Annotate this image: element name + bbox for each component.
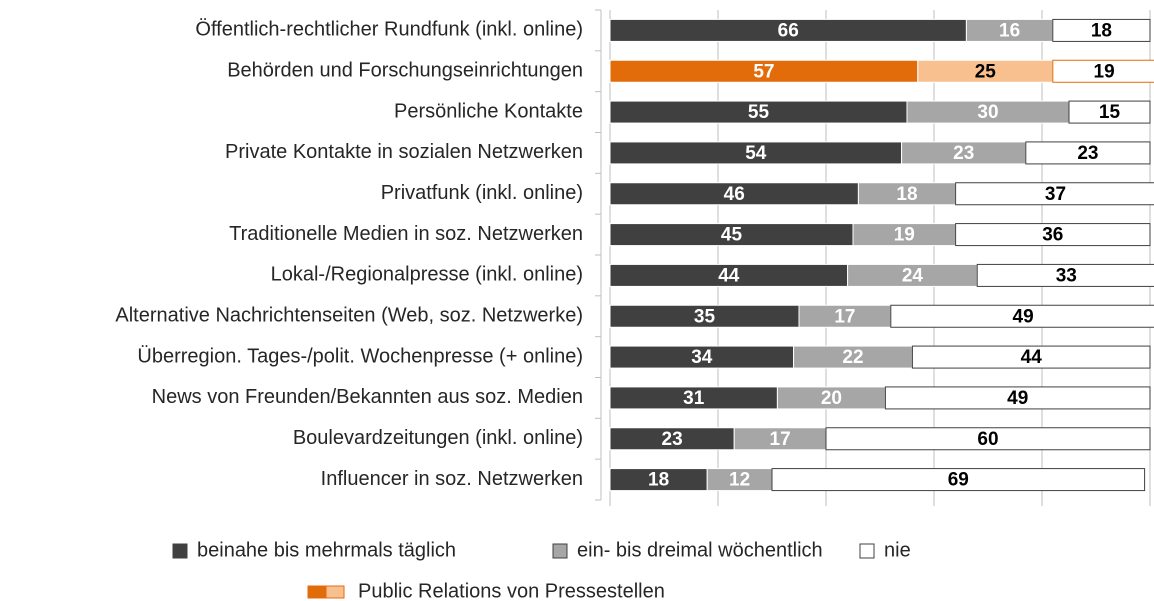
value-label: 23 [953, 143, 974, 164]
value-label: 57 [753, 61, 774, 82]
legend-label: ein- bis dreimal wöchentlich [577, 539, 823, 561]
bar-segment [1068, 100, 1151, 124]
bar-segment [1052, 59, 1154, 83]
legend-swatch [325, 585, 345, 599]
value-label: 31 [683, 388, 705, 409]
value-label: 18 [896, 184, 917, 205]
category-label: Boulevardzeitungen (inkl. online) [293, 427, 583, 449]
bar-segment [976, 263, 1154, 287]
value-label: 35 [694, 306, 716, 327]
bar-segment [884, 386, 1151, 410]
category-label: Überregion. Tages-/polit. Wochenpresse (… [137, 345, 583, 367]
value-label: 17 [770, 429, 791, 450]
value-label: 49 [1013, 306, 1034, 327]
bar-segment [1052, 18, 1151, 42]
value-label: 30 [977, 102, 998, 123]
category-label: Influencer in soz. Netzwerken [321, 468, 583, 490]
value-label: 16 [999, 20, 1020, 41]
category-label: Privatfunk (inkl. online) [381, 182, 583, 204]
value-label: 37 [1045, 184, 1066, 205]
legend-swatch [172, 543, 188, 559]
value-label: 18 [648, 470, 669, 491]
legend-label: nie [884, 539, 911, 561]
value-label: 12 [729, 470, 750, 491]
value-label: 15 [1099, 102, 1121, 123]
category-label: Behörden und Forschungseinrichtungen [227, 60, 583, 82]
value-label: 33 [1056, 265, 1077, 286]
value-label: 49 [1007, 388, 1028, 409]
value-label: 22 [842, 347, 863, 368]
bar-segment [1025, 141, 1151, 165]
value-label: 60 [977, 429, 998, 450]
category-label: Alternative Nachrichtenseiten (Web, soz.… [115, 305, 583, 327]
value-label: 44 [718, 265, 740, 286]
value-label: 24 [902, 265, 924, 286]
value-label: 36 [1042, 225, 1063, 246]
category-label: Öffentlich-rechtlicher Rundfunk (inkl. o… [195, 19, 583, 41]
legend-swatch [552, 543, 568, 559]
value-label: 19 [1094, 61, 1115, 82]
value-label: 17 [834, 306, 855, 327]
bar-segment [825, 427, 1151, 451]
value-label: 66 [778, 20, 799, 41]
category-label: Private Kontakte in sozialen Netzwerken [225, 141, 583, 163]
bar-segment [955, 182, 1154, 206]
value-label: 46 [724, 184, 745, 205]
value-label: 55 [748, 102, 770, 123]
value-label: 23 [662, 429, 683, 450]
value-label: 45 [721, 225, 743, 246]
legend-label: Public Relations von Pressestellen [358, 580, 665, 601]
value-label: 44 [1021, 347, 1043, 368]
value-label: 34 [691, 347, 713, 368]
legend-label: beinahe bis mehrmals täglich [197, 539, 456, 561]
value-label: 23 [1077, 143, 1098, 164]
value-label: 19 [894, 225, 915, 246]
legend-swatch [307, 585, 327, 599]
category-label: Traditionelle Medien in soz. Netzwerken [229, 223, 583, 245]
value-label: 20 [821, 388, 842, 409]
bar-segment [911, 345, 1151, 369]
category-label: Lokal-/Regionalpresse (inkl. online) [271, 264, 583, 286]
value-label: 69 [948, 470, 969, 491]
value-label: 25 [975, 61, 997, 82]
value-label: 18 [1091, 20, 1112, 41]
bar-segment [955, 223, 1151, 247]
category-label: News von Freunden/Bekannten aus soz. Med… [152, 386, 583, 408]
legend-swatch [859, 543, 875, 559]
bar-segment [890, 304, 1154, 328]
category-label: Persönliche Kontakte [394, 100, 583, 122]
value-label: 54 [745, 143, 767, 164]
bar-segment [771, 468, 1146, 492]
